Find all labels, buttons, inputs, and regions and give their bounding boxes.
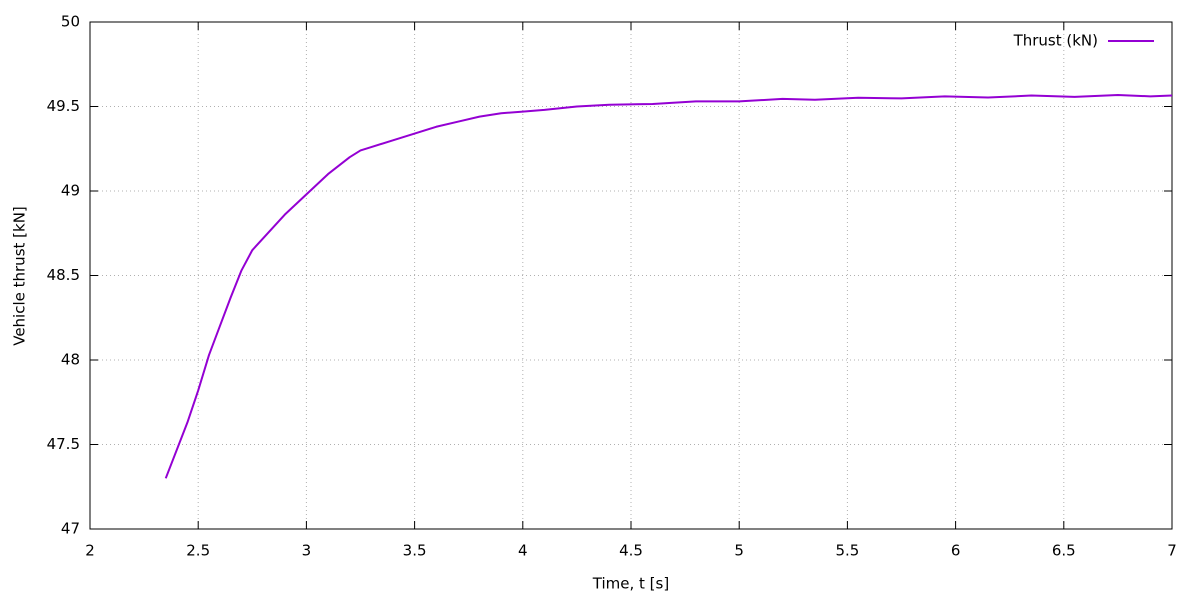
x-tick-label: 4.5: [619, 542, 643, 560]
x-tick-label: 3.5: [403, 542, 427, 560]
y-tick-label: 49: [61, 182, 80, 200]
x-tick-label: 5: [734, 542, 744, 560]
y-axis-label: Vehicle thrust [kN]: [11, 206, 29, 346]
legend-label: Thrust (kN): [1013, 32, 1098, 50]
x-tick-label: 4: [518, 542, 528, 560]
x-tick-label: 6: [951, 542, 961, 560]
series-line: [164, 94, 1173, 479]
y-tick-label: 47: [61, 520, 80, 538]
x-tick-label: 5.5: [835, 542, 859, 560]
y-tick-label: 48.5: [47, 266, 80, 284]
plot-frame: [89, 21, 1173, 530]
x-tick-label: 2: [85, 542, 95, 560]
x-tick-label: 6.5: [1052, 542, 1076, 560]
x-tick-label: 7: [1167, 542, 1177, 560]
y-tick-label: 47.5: [47, 435, 80, 453]
y-tick-label: 48: [61, 351, 80, 369]
y-tick-label: 50: [61, 13, 80, 31]
x-tick-label: 3: [302, 542, 312, 560]
y-tick-label: 49.5: [47, 97, 80, 115]
x-tick-label: 2.5: [186, 542, 210, 560]
x-axis-label: Time, t [s]: [592, 575, 669, 593]
